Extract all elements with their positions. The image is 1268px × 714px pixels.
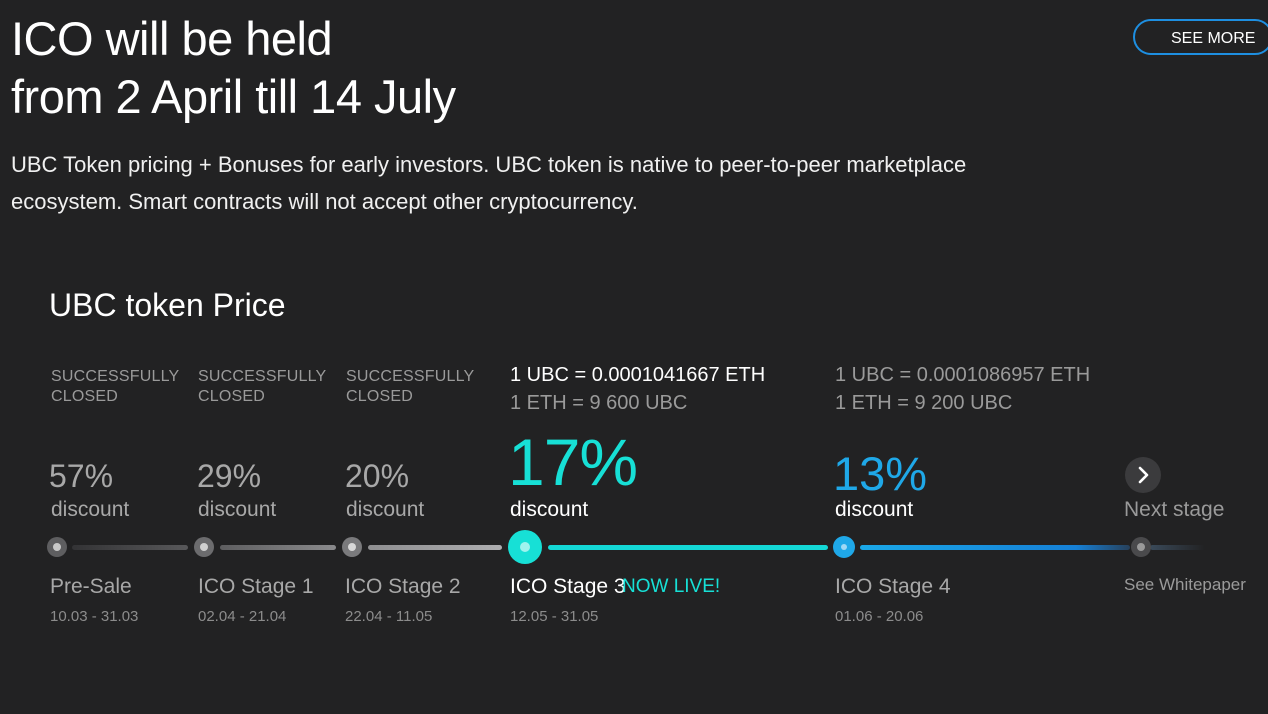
stage-dates: 22.04 - 11.05 bbox=[345, 608, 433, 625]
timeline-segment-fade bbox=[1150, 545, 1205, 550]
stage-status: SUCCESSFULLY CLOSED bbox=[346, 368, 475, 405]
discount-label: discount bbox=[835, 498, 914, 521]
stage-name: Pre-Sale bbox=[50, 575, 132, 598]
stage-name: ICO Stage 3 bbox=[510, 575, 626, 598]
timeline-segment-live bbox=[548, 545, 828, 550]
stage-status: SUCCESSFULLY CLOSED bbox=[198, 368, 327, 405]
intro-line-2: ecosystem. Smart contracts will not acce… bbox=[11, 189, 638, 214]
chevron-right-icon bbox=[1138, 466, 1149, 484]
stage-dates: 01.06 - 20.06 bbox=[835, 608, 924, 625]
timeline-dot-live bbox=[508, 530, 542, 564]
next-stage-button[interactable] bbox=[1125, 457, 1161, 493]
intro-text: UBC Token pricing + Bonuses for early in… bbox=[11, 146, 966, 220]
timeline-segment bbox=[368, 545, 502, 550]
stage-name: ICO Stage 4 bbox=[835, 575, 951, 598]
stage-status: SUCCESSFULLY CLOSED bbox=[51, 368, 180, 405]
page-title: ICO will be held from 2 April till 14 Ju… bbox=[11, 10, 456, 126]
stage-4-discount-percent: 13% bbox=[833, 447, 928, 500]
timeline-segment-upcoming bbox=[860, 545, 1130, 550]
stage-dates: 10.03 - 31.03 bbox=[50, 608, 139, 625]
stage-3-rates: 1 UBC = 0.0001041667 ETH 1 ETH = 9 600 U… bbox=[510, 364, 766, 414]
title-line-2: from 2 April till 14 July bbox=[11, 70, 456, 123]
timeline-dot-stage4 bbox=[833, 536, 855, 558]
stage-4-rates: 1 UBC = 0.0001086957 ETH 1 ETH = 9 200 U… bbox=[835, 364, 1091, 414]
title-line-1: ICO will be held bbox=[11, 12, 333, 65]
discount-label: discount bbox=[198, 498, 277, 521]
discount-percent: 57% bbox=[49, 458, 114, 494]
price-title: UBC token Price bbox=[49, 287, 286, 323]
stage-name: ICO Stage 1 bbox=[198, 575, 314, 598]
intro-line-1: UBC Token pricing + Bonuses for early in… bbox=[11, 152, 967, 177]
stage-dates: 02.04 - 21.04 bbox=[198, 608, 287, 625]
whitepaper-link[interactable]: See Whitepaper bbox=[1124, 575, 1246, 594]
discount-label: discount bbox=[510, 498, 589, 521]
see-more-button[interactable]: SEE MORE bbox=[1133, 19, 1268, 55]
timeline-segment bbox=[220, 545, 336, 550]
timeline-dot bbox=[47, 537, 67, 557]
stage-dates: 12.05 - 31.05 bbox=[510, 608, 599, 625]
discount-percent: 20% bbox=[345, 458, 410, 494]
discount-label: discount bbox=[346, 498, 425, 521]
discount-label: discount bbox=[51, 498, 130, 521]
timeline-dot-next bbox=[1131, 537, 1151, 557]
stage-name: ICO Stage 2 bbox=[345, 575, 461, 598]
live-discount-percent: 17% bbox=[508, 425, 638, 499]
timeline-segment bbox=[72, 545, 188, 550]
discount-percent: 29% bbox=[197, 458, 262, 494]
timeline-dot bbox=[194, 537, 214, 557]
live-badge: NOW LIVE! bbox=[622, 576, 721, 597]
timeline-dot bbox=[342, 537, 362, 557]
next-stage-label: Next stage bbox=[1124, 498, 1225, 521]
